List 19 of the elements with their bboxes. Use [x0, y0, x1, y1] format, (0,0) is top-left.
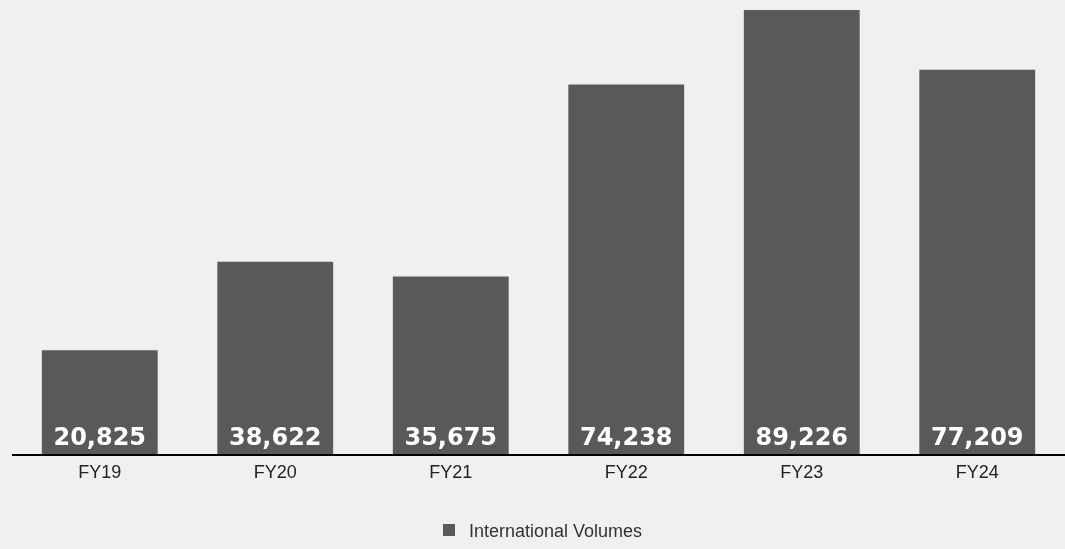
data-label: 20,825	[53, 423, 147, 451]
data-label: 35,675	[404, 423, 498, 451]
x-tick-label: FY20	[253, 461, 297, 482]
bar	[568, 84, 685, 454]
legend-label: International Volumes	[469, 520, 643, 541]
x-tick-label: FY24	[955, 461, 999, 482]
bar	[217, 261, 334, 454]
data-label: 38,622	[228, 423, 322, 451]
data-label: 74,238	[579, 423, 673, 451]
x-tick-label: FY19	[78, 461, 122, 482]
x-tick-label: FY21	[429, 461, 473, 482]
data-label: 89,226	[755, 423, 849, 451]
bar	[743, 10, 860, 454]
x-tick-label: FY22	[604, 461, 648, 482]
bar	[392, 276, 509, 454]
bar	[919, 69, 1036, 454]
bar	[41, 350, 158, 454]
data-label: 77,209	[930, 423, 1024, 451]
x-tick-label: FY23	[780, 461, 824, 482]
